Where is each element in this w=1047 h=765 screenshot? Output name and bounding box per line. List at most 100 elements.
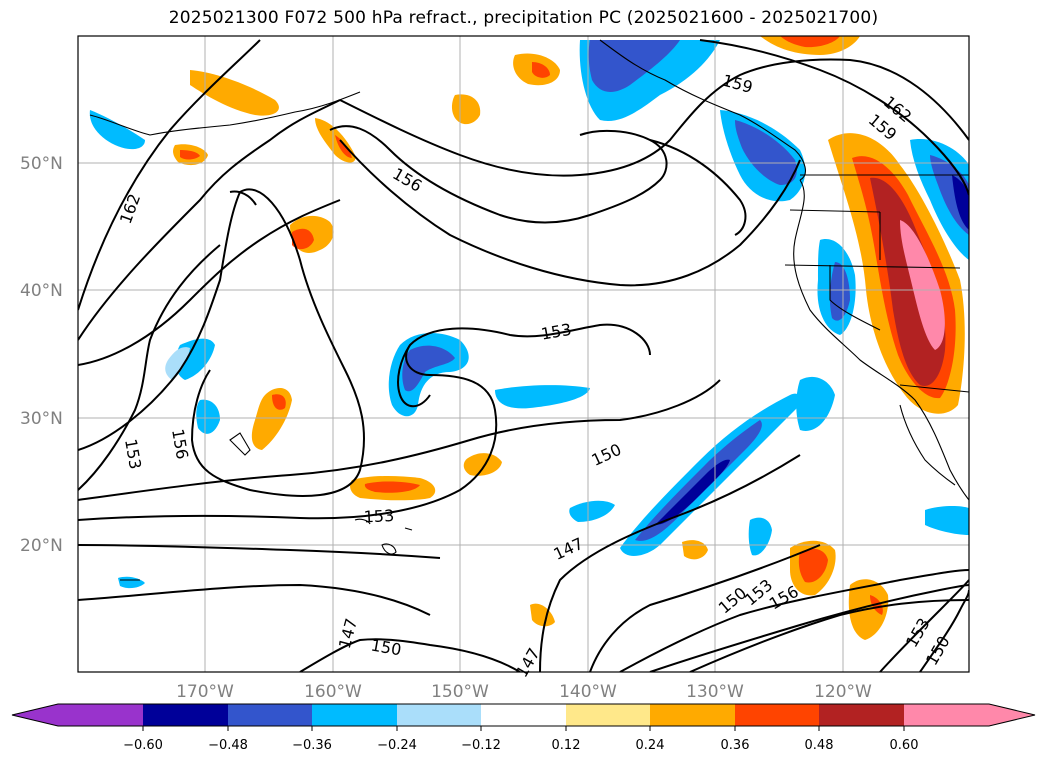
- precip-area-s4: [530, 603, 555, 627]
- contour-153-loop-a: [397, 344, 431, 408]
- contour-150-south: [78, 583, 431, 616]
- lon-label: 160°W: [304, 682, 362, 702]
- contour-159-north: [339, 58, 969, 177]
- graticule: [78, 36, 969, 672]
- coastline-canada-us: [793, 179, 969, 501]
- precip-area-alaska-negative-core: [588, 40, 680, 92]
- precip-area-w8: [196, 399, 220, 434]
- precip-area-w10: [569, 500, 615, 522]
- colorbar: −0.60 −0.48 −0.36 −0.24 −0.12 0.12 0.24 …: [11, 703, 1036, 753]
- precip-area-band-negative-core: [635, 420, 762, 541]
- colorbar-segment: [58, 704, 143, 726]
- precip-area-band-negative-max: [655, 459, 730, 525]
- contour-162-west: [78, 39, 261, 311]
- colorbar-tick-label: −0.48: [208, 738, 248, 753]
- island-hawaii-3: [404, 527, 413, 531]
- precip-area-w5-core: [292, 228, 314, 250]
- lon-label: 140°W: [559, 682, 617, 702]
- precip-area-w4: [451, 94, 481, 125]
- lon-label: 130°W: [686, 682, 744, 702]
- colorbar-segment: [819, 704, 904, 726]
- colorbar-outline: [11, 703, 1036, 727]
- colorbar-tick-label: 0.12: [552, 738, 581, 753]
- colorbar-tick-label: −0.60: [123, 738, 163, 753]
- contour-150-mid: [78, 379, 721, 501]
- colorbar-tick-label: 0.24: [636, 738, 665, 753]
- island-hawaii: [354, 518, 371, 525]
- contour-153-se: [649, 584, 969, 672]
- precip-area-central-negative-core: [402, 345, 455, 392]
- longitude-labels: 170°W 160°W 150°W 140°W 130°W 120°W: [176, 682, 872, 702]
- precip-area-p1-core: [364, 481, 420, 493]
- colorbar-segment: [312, 704, 397, 726]
- precipitation-fills: [89, 36, 969, 640]
- map-frame: [77, 35, 970, 673]
- contour-west-loop-2: [229, 190, 257, 206]
- colorbar-segment: [228, 704, 312, 726]
- contour-156-north: [339, 139, 801, 287]
- precip-area-central-negative-2: [495, 385, 590, 409]
- colorbar-tick-label: −0.12: [461, 738, 501, 753]
- border-us-mexico: [899, 384, 969, 393]
- contour-156-se: [689, 599, 969, 672]
- lat-label: 40°N: [20, 281, 63, 301]
- contour-147-se: [589, 544, 821, 672]
- precip-area-bc-negative-core: [735, 120, 797, 185]
- lat-label: 20°N: [20, 536, 63, 556]
- precip-area-alaska-positive-core: [780, 36, 840, 48]
- lon-label: 170°W: [176, 682, 234, 702]
- lon-label: 120°W: [814, 682, 872, 702]
- island-small-1: [229, 432, 251, 456]
- colorbar-segment: [397, 704, 481, 726]
- latitude-labels: 50°N 40°N 30°N 20°N: [20, 154, 63, 556]
- colorbar-tick-label: −0.24: [377, 738, 417, 753]
- colorbar-segment: [481, 704, 566, 726]
- border-state-1: [789, 209, 881, 213]
- precip-area-p2: [463, 453, 502, 476]
- colorbar-extend-right: [989, 704, 1035, 726]
- contour-147-south: [78, 544, 441, 559]
- precip-area-w9-core: [272, 394, 286, 410]
- lat-label: 50°N: [20, 154, 63, 174]
- precip-area-band-east: [796, 376, 835, 431]
- colorbar-segment: [735, 704, 819, 726]
- contour-150-se-3: [919, 589, 969, 672]
- precip-area-w1: [190, 70, 279, 116]
- lat-label: 30°N: [20, 409, 63, 429]
- precip-area-w11: [748, 517, 772, 556]
- contour-147-south-2: [299, 638, 521, 672]
- refractivity-contours: [78, 39, 969, 672]
- precip-area-w13: [925, 505, 969, 535]
- precip-area-s1-core: [798, 548, 828, 583]
- lon-label: 150°W: [431, 682, 489, 702]
- island-hawaii-2: [381, 543, 397, 555]
- colorbar-ticks: [142, 726, 905, 731]
- colorbar-tick-label: −0.36: [292, 738, 332, 753]
- contour-153-se-2: [879, 579, 969, 672]
- coastline-alaska: [599, 39, 806, 181]
- colorbar-tick-label: 0.36: [721, 738, 750, 753]
- coastlines: [89, 39, 969, 581]
- contour-153-west: [78, 244, 221, 491]
- precip-area-w3-core: [335, 135, 352, 158]
- precip-area-w2-core: [180, 150, 200, 160]
- contour-label: 153: [363, 506, 394, 527]
- precip-area-w12-core: [829, 262, 850, 321]
- border-state-4: [829, 265, 881, 331]
- coastline-baja: [899, 404, 956, 486]
- contour-159-west: [78, 99, 341, 341]
- colorbar-tick-label: 0.60: [890, 738, 919, 753]
- colorbar-segment: [566, 704, 650, 726]
- border-state-2: [784, 264, 961, 269]
- contour-156-west: [78, 199, 341, 366]
- precip-area-w7-outer: [165, 347, 190, 380]
- precip-area-ne-negative-max: [952, 175, 969, 230]
- colorbar-extend-left: [12, 704, 58, 726]
- colorbar-tick-label: 0.48: [805, 738, 834, 753]
- contour-162-north: [699, 39, 969, 196]
- precip-area-w6: [89, 110, 145, 150]
- chart-title: 2025021300 F072 500 hPa refract., precip…: [168, 8, 879, 28]
- contour-150-se-2: [619, 569, 969, 672]
- contour-labels: 162 159 162 159 156 153 156 153 150 153 …: [116, 71, 954, 681]
